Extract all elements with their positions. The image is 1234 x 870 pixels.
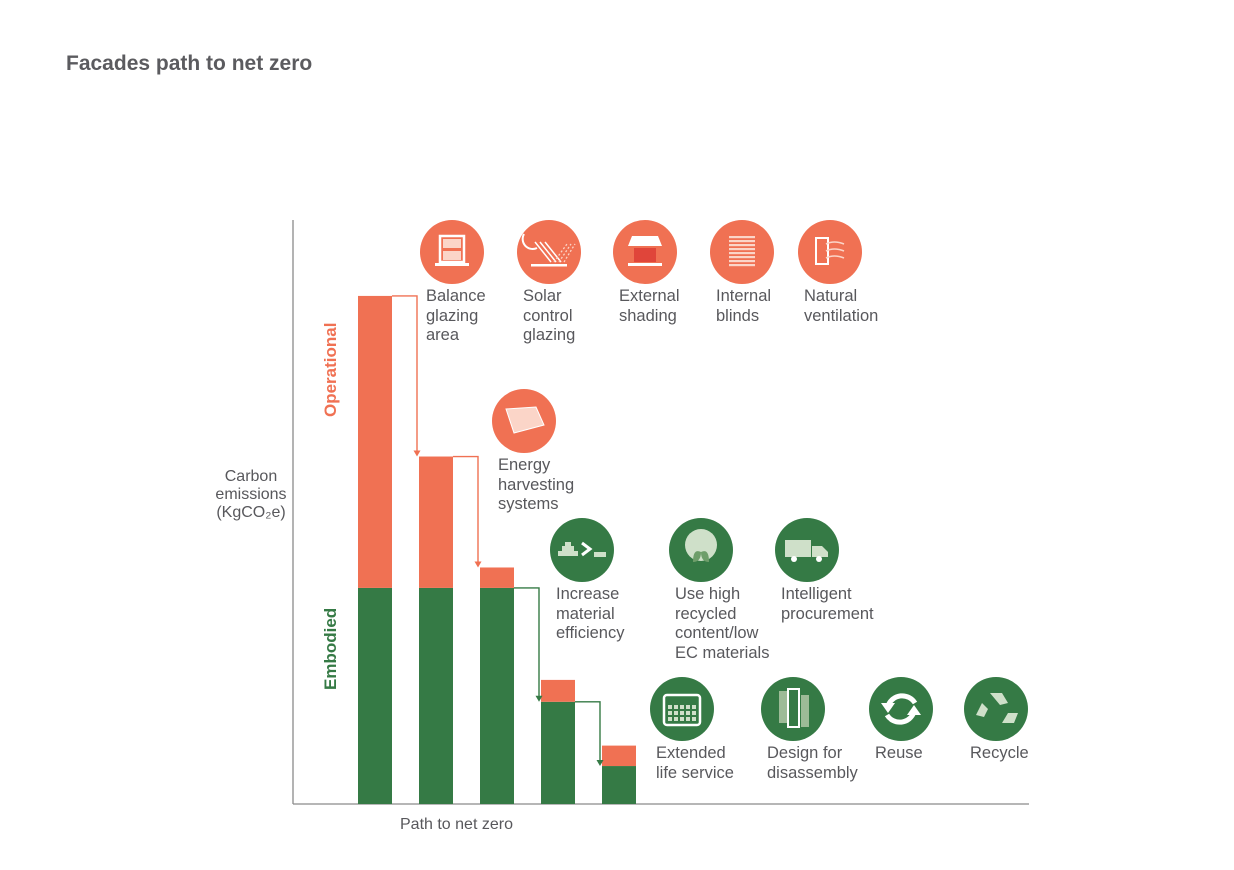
- internal-blinds-icon: [710, 220, 774, 284]
- annotation-label: Increase material efficiency: [556, 585, 625, 642]
- y-axis-label: Carbon emissions (KgCO₂e): [215, 468, 287, 521]
- recycle-icon: [964, 677, 1028, 741]
- arrowhead-icon: [413, 450, 421, 457]
- annotation-label: Reuse: [875, 744, 923, 762]
- annotation-label: Use high recycled content/low EC materia…: [675, 585, 770, 662]
- series-label-embodied: Embodied: [321, 607, 340, 690]
- solar-panel-icon: [492, 389, 556, 453]
- natural-ventilation-icon: [798, 220, 862, 284]
- step-arrow-3: [514, 587, 540, 697]
- balance-glazing-icon: [420, 220, 484, 284]
- annotation-label: Internal blinds: [716, 287, 772, 325]
- annotation-label: Recycle: [970, 744, 1029, 762]
- annotation-label: Natural ventilation: [804, 287, 879, 325]
- bar-operational-4: [541, 679, 575, 702]
- recycled-content-icon: [669, 518, 733, 582]
- arrowhead-icon: [474, 561, 482, 568]
- disassembly-icon: [761, 677, 825, 741]
- step-arrow-1: [392, 295, 418, 452]
- arrowhead-icon: [596, 760, 604, 767]
- annotation-label: Design for disassembly: [767, 744, 858, 782]
- calendar-icon: [650, 677, 714, 741]
- x-axis-label: Path to net zero: [400, 816, 513, 833]
- annotation-label: Extended life service: [656, 744, 734, 782]
- bar-operational-3: [480, 567, 514, 588]
- annotation-label: Solar control glazing: [523, 287, 576, 344]
- bar-embodied-2: [419, 587, 453, 804]
- bar-operational-2: [419, 456, 453, 588]
- procurement-truck-icon: [775, 518, 839, 582]
- series-label-operational: Operational: [321, 322, 340, 417]
- solar-control-glazing-icon: [517, 220, 581, 284]
- material-efficiency-icon: [550, 518, 614, 582]
- bar-embodied-5: [602, 766, 636, 804]
- bar-operational-5: [602, 745, 636, 767]
- annotation-label: Energy harvesting systems: [498, 456, 575, 513]
- reuse-icon: [869, 677, 933, 741]
- bar-embodied-4: [541, 701, 575, 804]
- bar-embodied-1: [358, 587, 392, 804]
- step-arrow-4: [575, 701, 601, 762]
- annotation-label: Intelligent procurement: [781, 585, 874, 623]
- bar-operational-1: [358, 295, 392, 588]
- arrowhead-icon: [535, 695, 543, 702]
- external-shading-icon: [613, 220, 677, 284]
- bar-embodied-3: [480, 587, 514, 804]
- page-title: Facades path to net zero: [66, 52, 313, 75]
- annotation-label: Balance glazing area: [426, 287, 486, 344]
- step-arrow-2: [453, 455, 479, 563]
- annotation-label: External shading: [619, 287, 680, 325]
